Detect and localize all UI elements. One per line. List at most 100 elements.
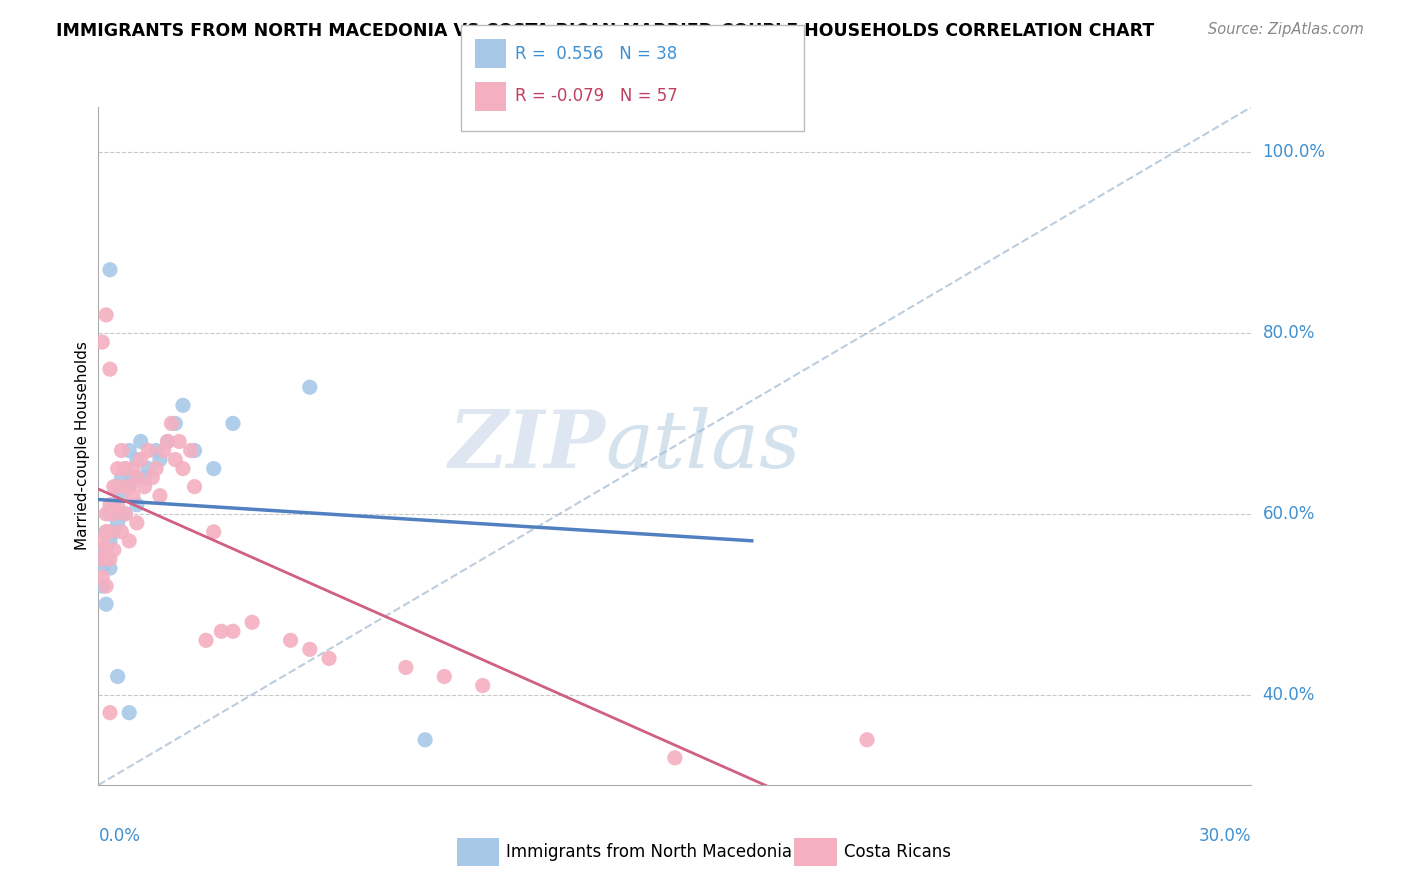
Text: 0.0%: 0.0% xyxy=(98,827,141,845)
Point xyxy=(98,552,121,566)
Y-axis label: Married-couple Households: Married-couple Households xyxy=(75,342,90,550)
Text: R = -0.079   N = 57: R = -0.079 N = 57 xyxy=(515,87,678,105)
Point xyxy=(145,443,167,458)
Point xyxy=(98,533,121,548)
Point xyxy=(167,434,190,449)
Point xyxy=(222,624,245,639)
Point xyxy=(110,524,132,539)
Point xyxy=(91,552,114,566)
Text: IMMIGRANTS FROM NORTH MACEDONIA VS COSTA RICAN MARRIED-COUPLE HOUSEHOLDS CORRELA: IMMIGRANTS FROM NORTH MACEDONIA VS COSTA… xyxy=(56,22,1154,40)
Point xyxy=(134,470,156,484)
Point xyxy=(107,461,129,475)
Point xyxy=(98,362,121,376)
Point xyxy=(195,633,218,648)
Point xyxy=(103,480,125,494)
Point xyxy=(298,642,321,657)
Point xyxy=(125,498,148,512)
Point xyxy=(103,524,125,539)
Point xyxy=(122,470,145,484)
Point xyxy=(280,633,302,648)
Point xyxy=(202,524,225,539)
Text: 80.0%: 80.0% xyxy=(1263,324,1315,342)
Point xyxy=(94,543,117,558)
Point xyxy=(318,651,340,665)
Point xyxy=(110,480,132,494)
Point xyxy=(240,615,263,630)
Point xyxy=(114,461,136,475)
Point xyxy=(183,480,205,494)
Text: Costa Ricans: Costa Ricans xyxy=(844,843,950,861)
Point xyxy=(180,443,202,458)
Point xyxy=(107,498,129,512)
Text: 40.0%: 40.0% xyxy=(1263,686,1315,704)
Point xyxy=(94,579,117,593)
Point xyxy=(165,417,187,431)
Point xyxy=(209,624,232,639)
Text: 30.0%: 30.0% xyxy=(1199,827,1251,845)
Text: R =  0.556   N = 38: R = 0.556 N = 38 xyxy=(515,45,676,62)
Point xyxy=(118,480,141,494)
Point xyxy=(202,461,225,475)
Point xyxy=(103,543,125,558)
Text: Source: ZipAtlas.com: Source: ZipAtlas.com xyxy=(1208,22,1364,37)
Point xyxy=(107,516,129,530)
Point xyxy=(114,507,136,521)
Point xyxy=(94,507,117,521)
Text: 100.0%: 100.0% xyxy=(1263,144,1326,161)
Point xyxy=(98,262,121,277)
Point xyxy=(98,706,121,720)
Point xyxy=(94,524,117,539)
Point xyxy=(298,380,321,394)
Point xyxy=(122,461,145,475)
Point xyxy=(91,570,114,584)
Point xyxy=(98,561,121,575)
Text: atlas: atlas xyxy=(606,408,801,484)
Point xyxy=(98,507,121,521)
Point xyxy=(98,498,121,512)
Point xyxy=(172,461,194,475)
Point xyxy=(134,480,156,494)
Point xyxy=(165,452,187,467)
Point xyxy=(152,443,174,458)
Text: Immigrants from North Macedonia: Immigrants from North Macedonia xyxy=(506,843,792,861)
Point xyxy=(160,417,183,431)
Point xyxy=(94,524,117,539)
Text: ZIP: ZIP xyxy=(449,408,606,484)
Point xyxy=(149,489,172,503)
Point xyxy=(664,751,686,765)
Point xyxy=(91,334,114,349)
Point xyxy=(118,480,141,494)
Point xyxy=(103,507,125,521)
Point xyxy=(125,452,148,467)
Point xyxy=(138,461,160,475)
Point xyxy=(145,461,167,475)
Point xyxy=(118,443,141,458)
Point xyxy=(395,660,418,674)
Point xyxy=(138,443,160,458)
Point xyxy=(125,516,148,530)
Point xyxy=(114,461,136,475)
Point xyxy=(114,507,136,521)
Point xyxy=(129,452,152,467)
Point xyxy=(110,470,132,484)
Point xyxy=(91,533,114,548)
Point xyxy=(222,417,245,431)
Point xyxy=(91,561,114,575)
Point xyxy=(413,732,436,747)
Point xyxy=(91,543,114,558)
Point xyxy=(856,732,879,747)
Point xyxy=(110,443,132,458)
Point xyxy=(471,679,494,693)
Point xyxy=(91,579,114,593)
Text: 60.0%: 60.0% xyxy=(1263,505,1315,523)
Point xyxy=(156,434,179,449)
Point xyxy=(141,470,163,484)
Point xyxy=(118,706,141,720)
Point xyxy=(433,669,456,683)
Point xyxy=(118,533,141,548)
Point xyxy=(110,489,132,503)
Point xyxy=(94,597,117,611)
Point xyxy=(98,524,121,539)
Point xyxy=(156,434,179,449)
Point xyxy=(103,498,125,512)
